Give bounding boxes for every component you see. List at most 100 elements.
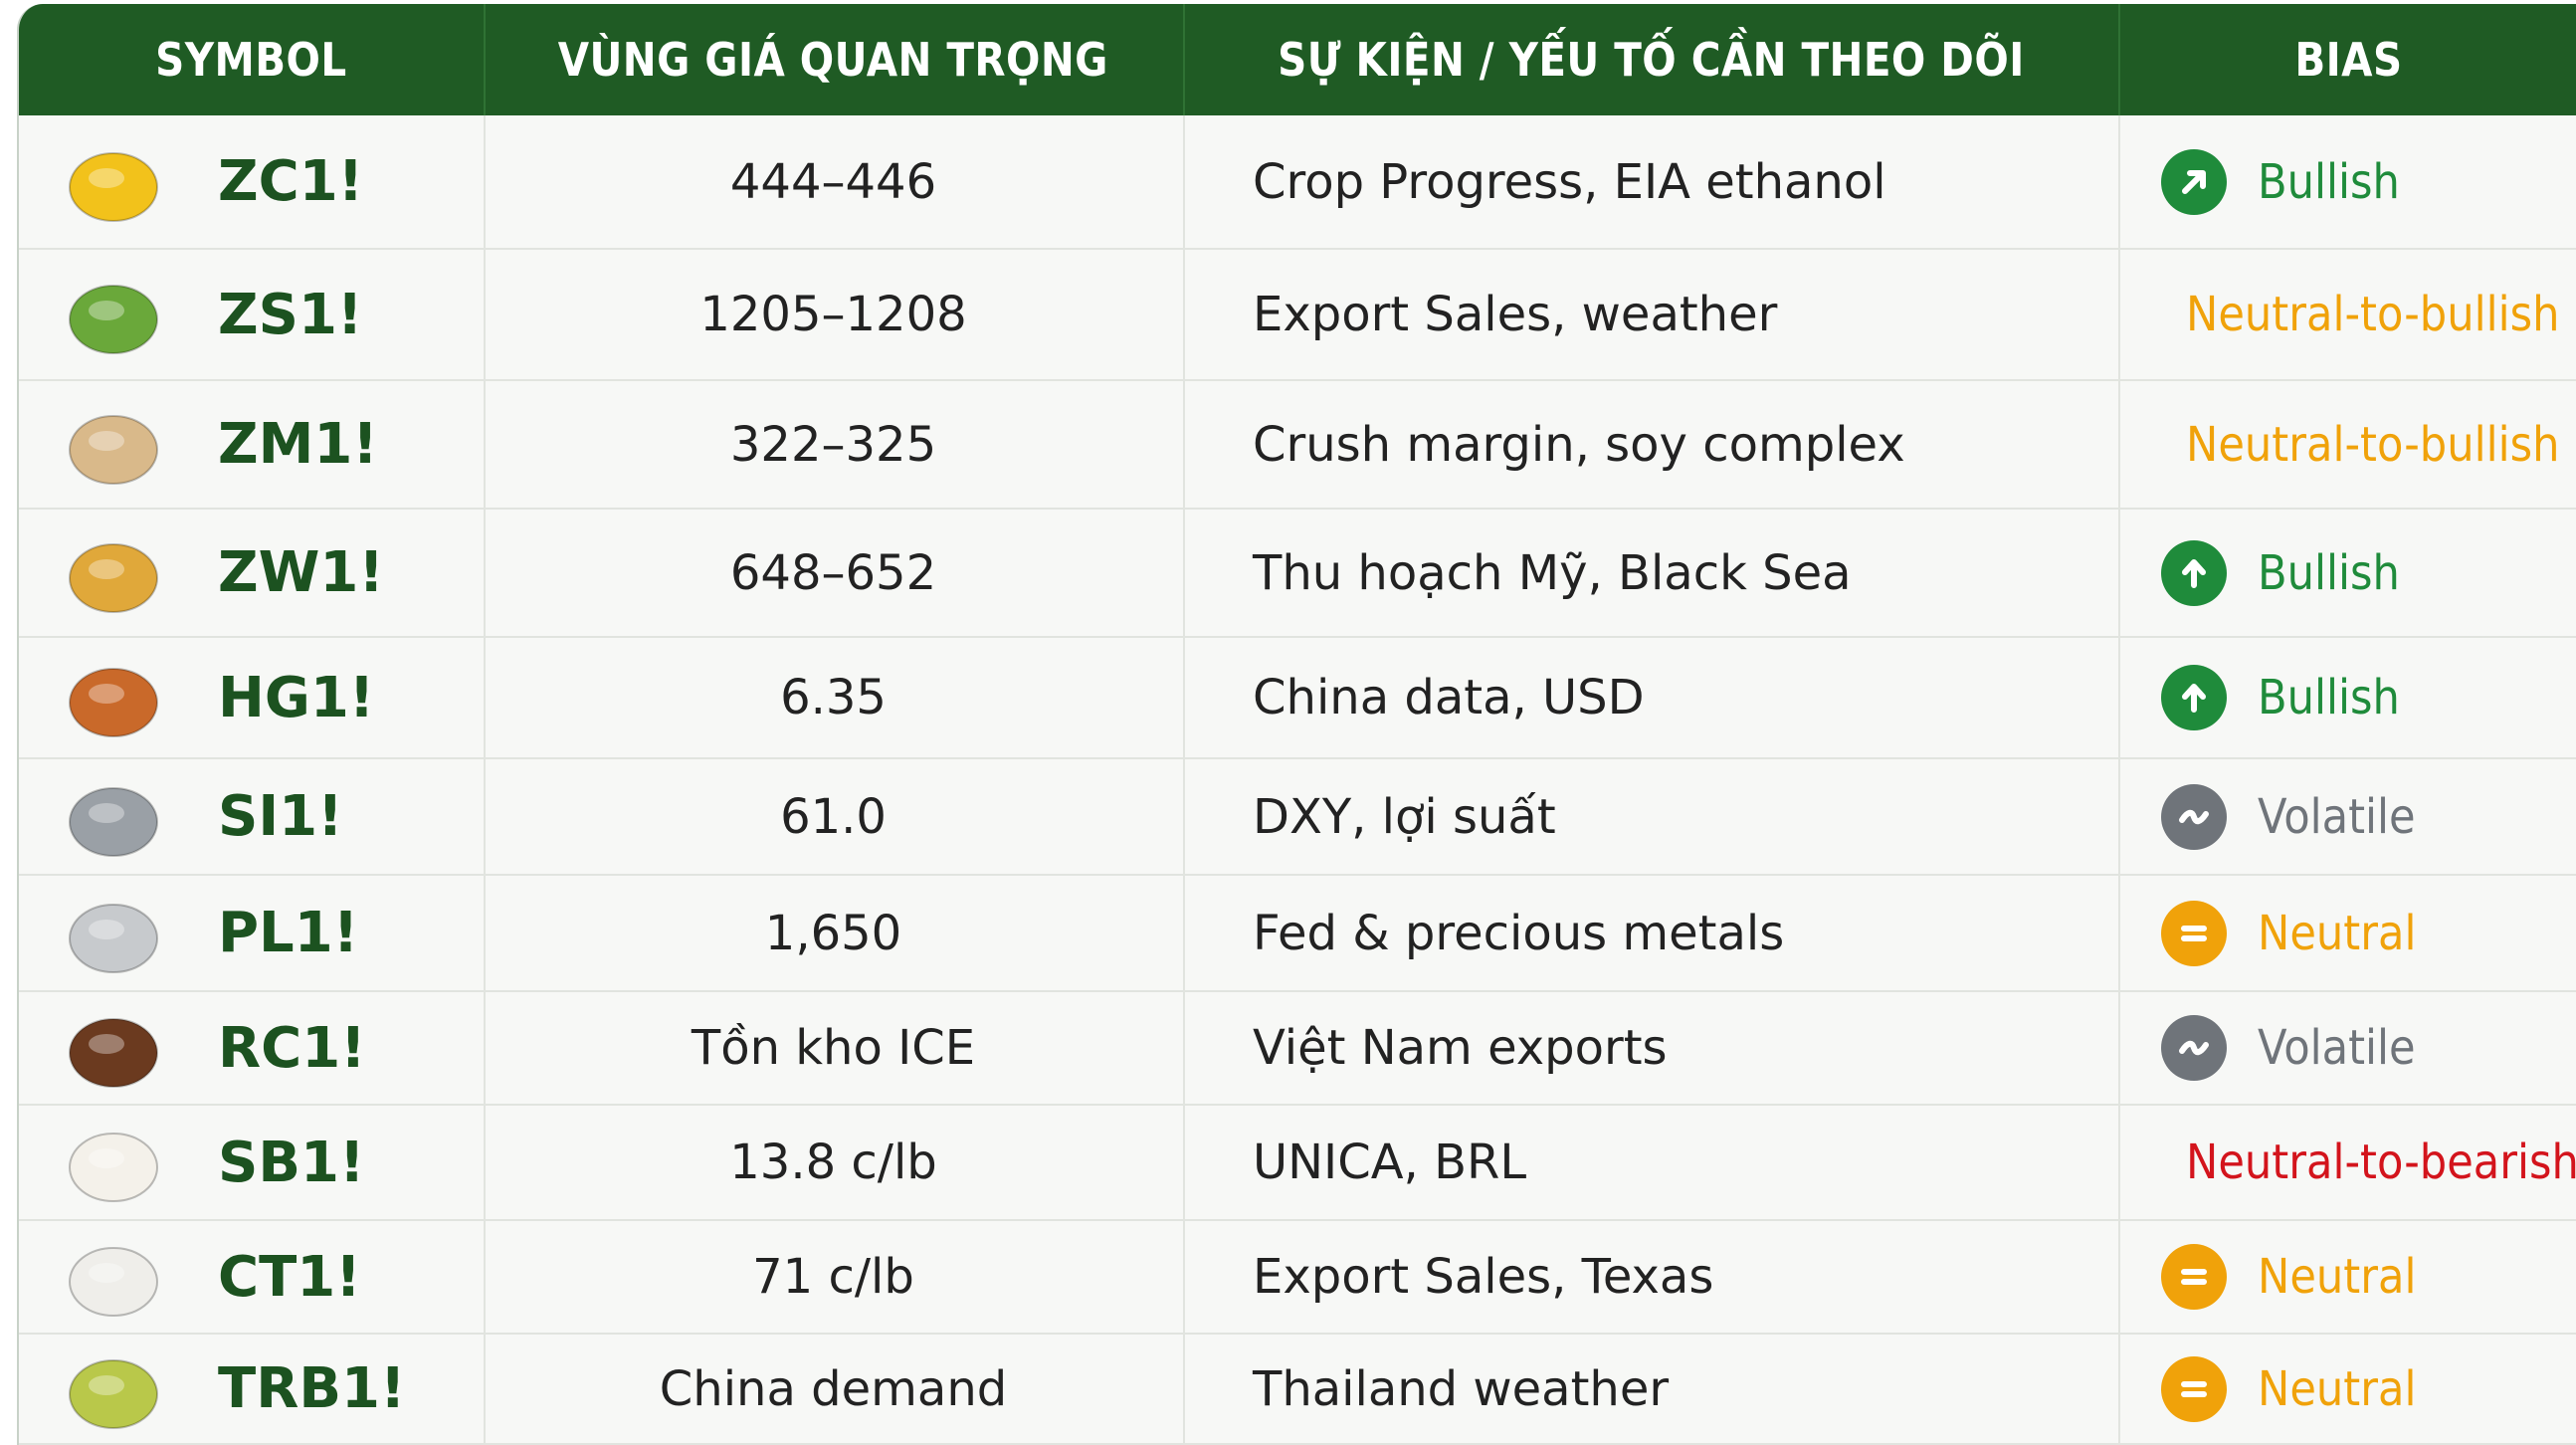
bias-icon: [2158, 662, 2230, 733]
symbol-cell: SB1!: [19, 1106, 484, 1221]
icon-part: [89, 1375, 124, 1395]
symbol-text: ZC1!: [218, 149, 363, 214]
bias-cell: Bullish: [2118, 115, 2576, 250]
icon-part: [89, 803, 124, 823]
icon-part: [2182, 812, 2206, 820]
symbol-cell: ZM1!: [19, 381, 484, 510]
price-cell: 1,650: [484, 876, 1183, 992]
commodity-icon: [59, 767, 168, 867]
bias-cell: Bullish: [2118, 510, 2576, 638]
bias-cell: Neutral-to-bullish: [2118, 381, 2576, 510]
symbol-text: RC1!: [218, 1016, 366, 1081]
symbol-cell: ZC1!: [19, 115, 484, 250]
price-text: 648–652: [730, 545, 936, 601]
symbol-cell: CT1!: [19, 1221, 484, 1335]
symbol-cell: ZS1!: [19, 250, 484, 381]
symbol-cell: RC1!: [19, 992, 484, 1106]
icon-part: [2161, 901, 2227, 966]
commodity-icon: [59, 132, 168, 232]
icon-part: [89, 1263, 124, 1283]
bias-cell: Neutral-to-bearish: [2118, 1106, 2576, 1221]
icon-part: [89, 1034, 124, 1054]
symbol-cell: ZW1!: [19, 510, 484, 638]
event-cell: Export Sales, Texas: [1183, 1221, 2118, 1335]
bias-cell: Volatile: [2118, 992, 2576, 1106]
bias-icon: [2158, 781, 2230, 853]
event-cell: Thailand weather: [1183, 1335, 2118, 1445]
event-cell: Fed & precious metals: [1183, 876, 2118, 992]
bias-text: Neutral-to-bullish: [2186, 287, 2559, 342]
bias-cell: Neutral: [2118, 1335, 2576, 1445]
price-cell: 444–446: [484, 115, 1183, 250]
event-cell: Crop Progress, EIA ethanol: [1183, 115, 2118, 250]
bias-icon: [2158, 1241, 2230, 1313]
commodity-icon: [59, 998, 168, 1098]
icon-part: [89, 168, 124, 188]
event-text: UNICA, BRL: [1253, 1135, 1526, 1190]
header-cell: SYMBOL: [19, 4, 484, 115]
header-text: VÙNG GIÁ QUAN TRỌNG: [558, 33, 1108, 87]
icon-part: [2161, 1244, 2227, 1310]
event-cell: UNICA, BRL: [1183, 1106, 2118, 1221]
symbol-cell: TRB1!: [19, 1335, 484, 1445]
bias-text: Bullish: [2258, 545, 2400, 601]
bias-cell: Neutral: [2118, 876, 2576, 992]
commodity-icon: [59, 523, 168, 623]
header-divider: [1183, 4, 1185, 115]
price-text: 6.35: [780, 670, 887, 725]
icon-part: [2161, 1356, 2227, 1422]
commodity-icon: [59, 265, 168, 364]
price-cell: 13.8 c/lb: [484, 1106, 1183, 1221]
symbol-text: CT1!: [218, 1245, 361, 1310]
column-divider: [2118, 115, 2120, 1445]
symbol-text: ZS1!: [218, 283, 362, 347]
header-text: SYMBOL: [155, 33, 346, 87]
symbol-cell: PL1!: [19, 876, 484, 992]
bias-text: Volatile: [2258, 1020, 2416, 1076]
header-cell: VÙNG GIÁ QUAN TRỌNG: [484, 4, 1183, 115]
symbol-text: TRB1!: [218, 1356, 406, 1421]
price-cell: Tồn kho ICE: [484, 992, 1183, 1106]
commodity-icon: [59, 1113, 168, 1212]
header-divider: [484, 4, 486, 115]
bias-cell: Bullish: [2118, 638, 2576, 759]
price-text: 322–325: [730, 417, 936, 473]
commodity-icon: [59, 395, 168, 495]
commodity-icon: [59, 884, 168, 983]
bias-icon: [2158, 1012, 2230, 1084]
bias-text: Neutral: [2258, 1361, 2416, 1417]
header-divider: [2118, 4, 2120, 115]
symbol-text: PL1!: [218, 901, 358, 965]
event-cell: Thu hoạch Mỹ, Black Sea: [1183, 510, 2118, 638]
icon-part: [89, 431, 124, 451]
icon-part: [2182, 1044, 2206, 1052]
bias-text: Volatile: [2258, 789, 2416, 845]
bias-icon: [2158, 146, 2230, 218]
price-text: 1205–1208: [699, 287, 966, 342]
bias-icon: [2158, 898, 2230, 969]
bias-cell: Volatile: [2118, 759, 2576, 876]
commodity-icon: [59, 648, 168, 747]
bias-text: Neutral: [2258, 906, 2416, 961]
commodity-icon: [59, 1227, 168, 1327]
event-text: Export Sales, Texas: [1253, 1249, 1713, 1305]
icon-part: [89, 920, 124, 939]
price-text: 71 c/lb: [752, 1249, 914, 1305]
price-cell: 1205–1208: [484, 250, 1183, 381]
event-cell: Việt Nam exports: [1183, 992, 2118, 1106]
price-text: China demand: [660, 1361, 1007, 1417]
event-text: Export Sales, weather: [1253, 287, 1777, 342]
event-text: Crop Progress, EIA ethanol: [1253, 154, 1886, 210]
price-cell: 322–325: [484, 381, 1183, 510]
header-text: BIAS: [2294, 33, 2402, 87]
price-cell: 6.35: [484, 638, 1183, 759]
event-text: Thu hoạch Mỹ, Black Sea: [1253, 545, 1852, 601]
symbol-cell: SI1!: [19, 759, 484, 876]
price-cell: 648–652: [484, 510, 1183, 638]
bias-cell: Neutral-to-bullish: [2118, 250, 2576, 381]
bias-text: Neutral: [2258, 1249, 2416, 1305]
bias-text: Bullish: [2258, 670, 2400, 725]
icon-part: [89, 684, 124, 704]
price-text: 61.0: [780, 789, 887, 845]
